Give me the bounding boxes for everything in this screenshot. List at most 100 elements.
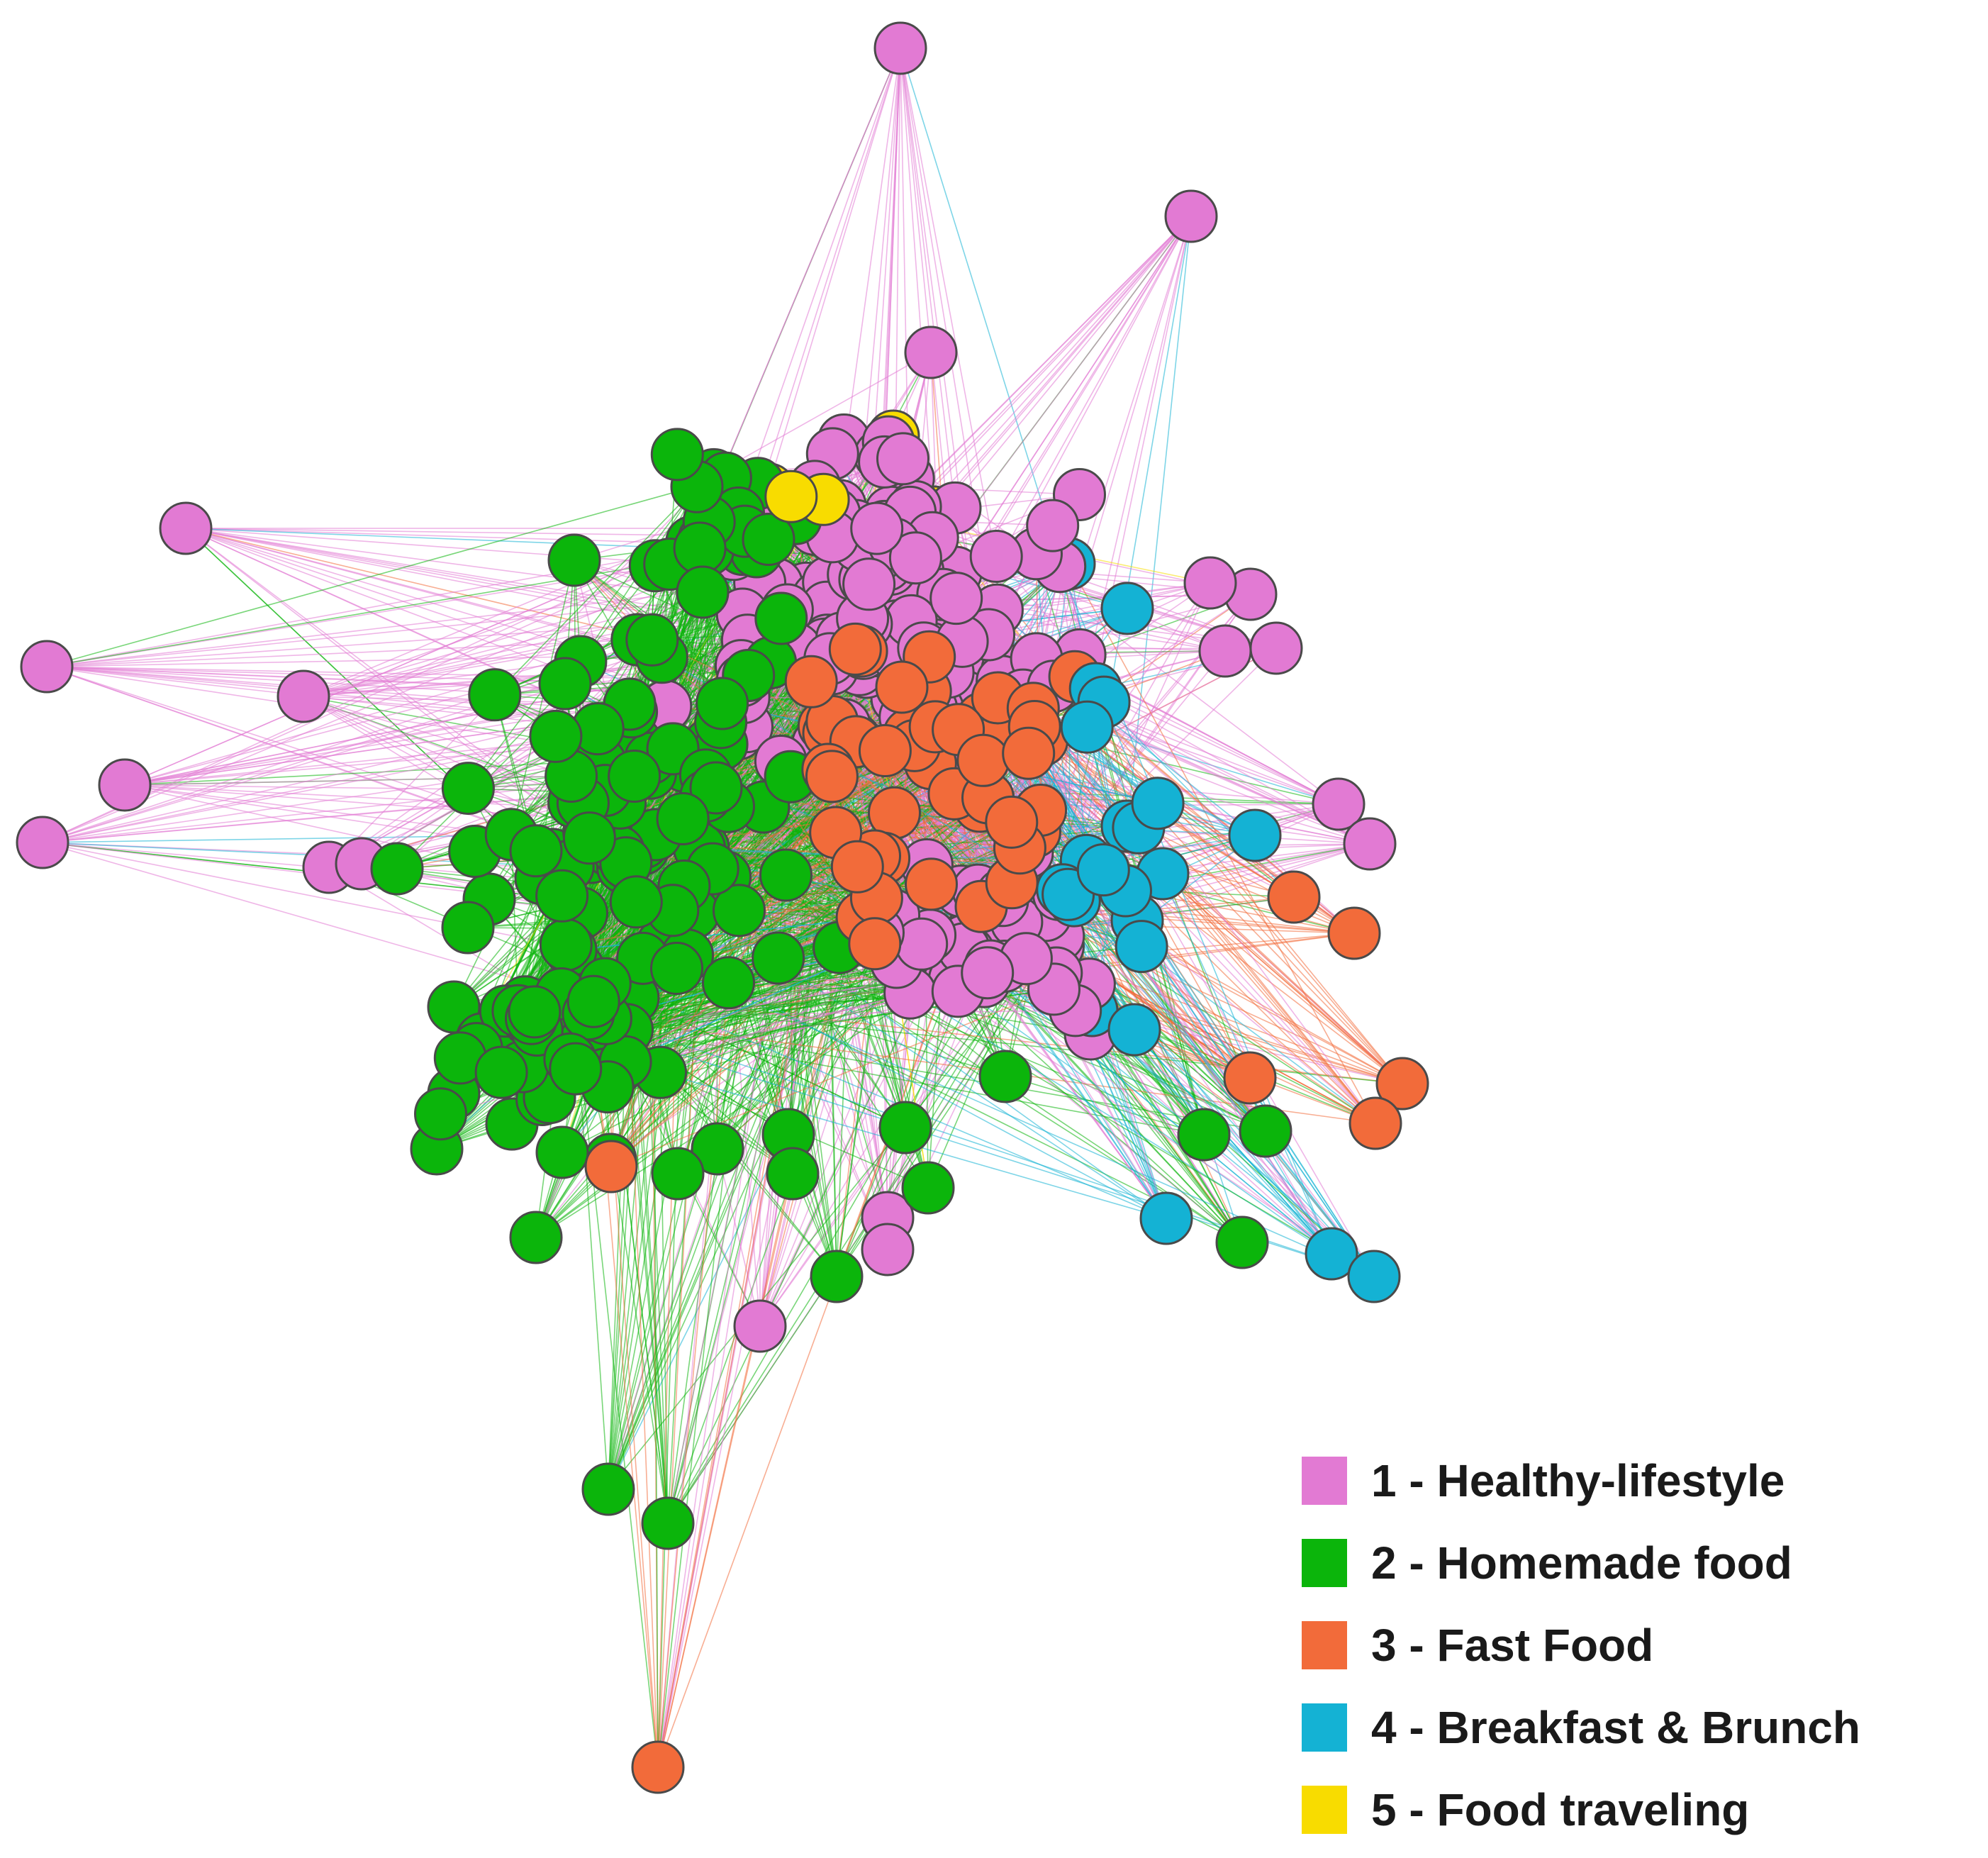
node-fast-food [1375, 1057, 1429, 1111]
node-healthy-lifestyle [850, 501, 904, 555]
node-healthy-lifestyle [969, 530, 1023, 583]
node-fast-food [584, 1140, 638, 1194]
node-healthy-lifestyle [733, 1299, 787, 1353]
node-homemade-food [759, 848, 812, 902]
node-fast-food [985, 795, 1039, 849]
node-fast-food [848, 917, 902, 971]
node-homemade-food [754, 591, 808, 645]
node-fast-food [631, 1740, 685, 1794]
graph-edge [1073, 900, 1251, 1079]
node-homemade-food [535, 1125, 589, 1179]
legend-item-breakfast-brunch: 4 - Breakfast & Brunch [1302, 1686, 1982, 1769]
node-healthy-lifestyle [888, 531, 942, 585]
graph-edge [737, 48, 901, 513]
node-homemade-food [509, 824, 563, 878]
node-homemade-food [562, 811, 616, 865]
node-healthy-lifestyle [159, 501, 213, 555]
node-healthy-lifestyle [842, 557, 896, 611]
node-homemade-food [508, 985, 562, 1039]
legend-item-homemade-food: 2 - Homemade food [1302, 1522, 1982, 1604]
node-homemade-food [581, 1462, 635, 1516]
node-homemade-food [742, 513, 795, 566]
legend-label-breakfast-brunch: 4 - Breakfast & Brunch [1371, 1702, 1860, 1753]
node-breakfast-brunch [1060, 700, 1114, 754]
node-breakfast-brunch [1115, 920, 1168, 974]
graph-edge [494, 486, 698, 696]
node-homemade-food [696, 677, 749, 730]
legend-item-fast-food: 3 - Fast Food [1302, 1604, 1982, 1686]
node-homemade-food [547, 533, 601, 587]
node-fast-food [1223, 1051, 1277, 1105]
node-homemade-food [608, 750, 661, 803]
node-homemade-food [1215, 1216, 1269, 1269]
node-homemade-food [474, 1045, 528, 1099]
graph-edge [42, 777, 632, 843]
legend-label-fast-food: 3 - Fast Food [1371, 1620, 1654, 1671]
node-healthy-lifestyle [1164, 189, 1218, 243]
node-fast-food [784, 655, 838, 708]
node-healthy-lifestyle [929, 572, 983, 625]
node-homemade-food [702, 956, 755, 1010]
graph-edge [657, 968, 678, 1768]
legend-item-healthy-lifestyle: 1 - Healthy-lifestyle [1302, 1440, 1982, 1522]
node-homemade-food [539, 918, 593, 972]
node-homemade-food [549, 1042, 603, 1096]
node-breakfast-brunch [1347, 1250, 1401, 1303]
graph-edge [1127, 216, 1192, 827]
graph-edge [659, 760, 984, 1073]
node-homemade-food [1239, 1104, 1292, 1158]
legend-swatch-healthy-lifestyle [1302, 1457, 1347, 1505]
node-homemade-food [509, 1211, 563, 1264]
node-healthy-lifestyle [904, 326, 958, 379]
graph-edge [608, 935, 1059, 1490]
node-homemade-food [650, 428, 704, 482]
node-homemade-food [978, 1050, 1032, 1103]
node-breakfast-brunch [1305, 1227, 1358, 1281]
node-homemade-food [656, 792, 710, 845]
graph-edge [610, 989, 1054, 1167]
legend-swatch-breakfast-brunch [1302, 1703, 1347, 1752]
node-fast-food [1267, 870, 1321, 924]
graph-edge [900, 48, 956, 508]
legend-swatch-homemade-food [1302, 1539, 1347, 1587]
node-fast-food [1002, 726, 1056, 780]
node-fast-food [905, 857, 958, 911]
node-fast-food [828, 622, 882, 676]
node-homemade-food [689, 761, 743, 815]
node-healthy-lifestyle [961, 946, 1015, 1000]
node-healthy-lifestyle [1312, 777, 1366, 831]
graph-edge [511, 977, 925, 1125]
node-healthy-lifestyle [98, 758, 152, 812]
node-healthy-lifestyle [277, 669, 330, 723]
node-homemade-food [625, 613, 679, 667]
node-healthy-lifestyle [873, 21, 927, 75]
graph-edge [909, 216, 1192, 513]
graph-edge [185, 528, 717, 537]
graph-nodes [16, 21, 1429, 1794]
graph-edge [713, 352, 932, 476]
node-fast-food [1348, 1096, 1402, 1150]
node-fast-food [805, 750, 859, 803]
node-homemade-food [535, 869, 589, 923]
graph-edge [954, 507, 1080, 655]
node-breakfast-brunch [1131, 777, 1185, 830]
graph-edge [900, 48, 934, 513]
node-homemade-food [713, 884, 766, 938]
node-fast-food [830, 840, 884, 894]
graph-edge [46, 639, 637, 667]
node-fast-food [956, 733, 1010, 787]
graph-edge [983, 981, 1332, 1255]
node-homemade-food [538, 657, 592, 711]
node-homemade-food [468, 668, 522, 722]
node-homemade-food [810, 1250, 864, 1303]
node-breakfast-brunch [1228, 808, 1282, 862]
graph-edge [964, 948, 1332, 1255]
node-breakfast-brunch [1100, 582, 1154, 635]
node-homemade-food [1177, 1108, 1231, 1162]
node-food-traveling [764, 469, 818, 523]
node-homemade-food [766, 1147, 820, 1201]
node-healthy-lifestyle [861, 1223, 915, 1276]
graph-edge [46, 477, 726, 667]
graph-edge [667, 958, 1027, 1524]
